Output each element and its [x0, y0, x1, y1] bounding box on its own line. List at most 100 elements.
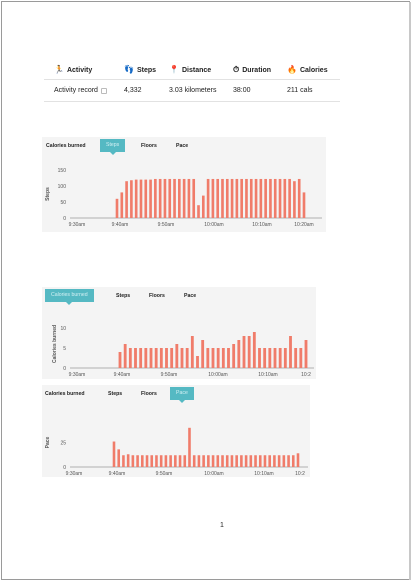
bar[interactable] [185, 348, 189, 368]
bar[interactable] [283, 178, 287, 218]
bar[interactable] [273, 455, 276, 467]
bar[interactable] [249, 178, 253, 218]
bar[interactable] [244, 455, 248, 467]
bar[interactable] [131, 455, 135, 467]
bar[interactable] [201, 195, 205, 218]
bar[interactable] [235, 455, 238, 467]
tab-pace[interactable]: Pace [170, 387, 194, 403]
tab-floors[interactable]: Floors [149, 293, 165, 299]
bar[interactable] [134, 179, 138, 218]
bar[interactable] [169, 455, 172, 467]
bar[interactable] [130, 180, 133, 218]
bar[interactable] [287, 455, 290, 467]
bar[interactable] [296, 453, 300, 467]
bar[interactable] [197, 205, 200, 218]
bar[interactable] [211, 348, 215, 368]
bar[interactable] [174, 455, 177, 467]
bar[interactable] [165, 348, 168, 368]
bar[interactable] [227, 348, 230, 368]
bar[interactable] [278, 348, 282, 368]
bar[interactable] [221, 178, 224, 218]
bar[interactable] [192, 178, 196, 218]
bar[interactable] [254, 178, 258, 218]
bar[interactable] [263, 348, 267, 368]
bar[interactable] [289, 336, 292, 368]
bar[interactable] [221, 348, 225, 368]
tab-pace[interactable]: Pace [176, 143, 189, 149]
bar[interactable] [291, 455, 295, 467]
bar[interactable] [252, 332, 256, 368]
bar[interactable] [245, 178, 248, 218]
bar[interactable] [240, 455, 243, 467]
bar[interactable] [297, 178, 301, 218]
bar[interactable] [258, 348, 261, 368]
bar[interactable] [134, 348, 137, 368]
bar[interactable] [221, 455, 224, 467]
bar[interactable] [302, 192, 306, 218]
tab-steps[interactable]: Steps [100, 139, 126, 155]
bar[interactable] [180, 348, 184, 368]
bar[interactable] [232, 344, 236, 368]
bar[interactable] [268, 348, 272, 368]
tab-calories-burned[interactable]: Calories burned [45, 391, 85, 397]
bar[interactable] [190, 336, 194, 368]
bar[interactable] [163, 178, 167, 218]
bar[interactable] [273, 348, 277, 368]
bar[interactable] [154, 348, 158, 368]
bar[interactable] [164, 455, 168, 467]
bar[interactable] [249, 455, 253, 467]
bar[interactable] [139, 348, 143, 368]
bar[interactable] [197, 455, 201, 467]
bar[interactable] [126, 454, 130, 467]
bar[interactable] [277, 455, 281, 467]
bar[interactable] [178, 455, 182, 467]
bar[interactable] [149, 348, 153, 368]
bar[interactable] [211, 178, 215, 218]
bar[interactable] [294, 348, 298, 368]
info-icon[interactable] [100, 87, 107, 94]
bar[interactable] [299, 348, 303, 368]
bar[interactable] [230, 455, 234, 467]
bar[interactable] [211, 455, 215, 467]
bar[interactable] [293, 181, 296, 218]
tab-floors[interactable]: Floors [141, 391, 157, 397]
bar[interactable] [264, 178, 267, 218]
bar[interactable] [144, 348, 148, 368]
bar[interactable] [139, 179, 143, 218]
bar[interactable] [183, 455, 187, 467]
bar[interactable] [254, 455, 257, 467]
bar[interactable] [120, 192, 124, 218]
tab-steps[interactable]: Steps [116, 293, 131, 299]
tab-calories-burned[interactable]: Calories burned [45, 289, 94, 305]
bar[interactable] [173, 178, 176, 218]
bar[interactable] [178, 178, 181, 218]
bar[interactable] [170, 348, 174, 368]
bar[interactable] [258, 455, 262, 467]
bar[interactable] [118, 352, 122, 368]
bar[interactable] [283, 348, 287, 368]
bar[interactable] [112, 441, 116, 467]
bar[interactable] [182, 178, 186, 218]
bar[interactable] [288, 178, 291, 218]
bar[interactable] [192, 455, 196, 467]
bar[interactable] [240, 178, 243, 218]
bar[interactable] [304, 340, 308, 368]
bar[interactable] [117, 449, 121, 467]
bar[interactable] [207, 455, 210, 467]
bar[interactable] [216, 348, 220, 368]
bar[interactable] [282, 455, 286, 467]
bar[interactable] [187, 178, 191, 218]
bar[interactable] [259, 178, 263, 218]
bar[interactable] [168, 178, 172, 218]
bar[interactable] [159, 348, 163, 368]
bar[interactable] [159, 455, 163, 467]
bar[interactable] [122, 455, 125, 467]
bar[interactable] [128, 348, 132, 368]
bar[interactable] [141, 455, 144, 467]
bar[interactable] [123, 344, 127, 368]
bar[interactable] [136, 455, 139, 467]
bar[interactable] [202, 455, 205, 467]
bar[interactable] [235, 178, 239, 218]
bar[interactable] [188, 427, 191, 467]
bar[interactable] [155, 455, 158, 467]
